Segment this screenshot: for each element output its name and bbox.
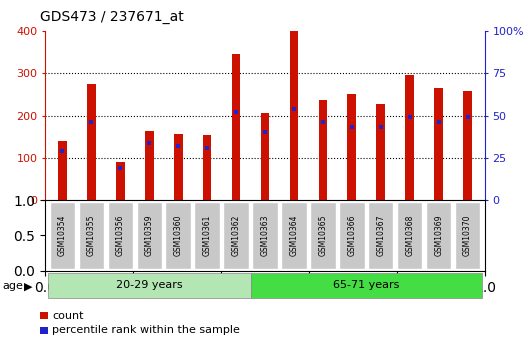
Text: GSM10366: GSM10366	[347, 215, 356, 256]
Text: GSM10365: GSM10365	[319, 215, 328, 256]
FancyBboxPatch shape	[50, 201, 75, 269]
FancyBboxPatch shape	[252, 201, 278, 269]
Text: GSM10368: GSM10368	[405, 215, 414, 256]
Text: GSM10369: GSM10369	[434, 215, 443, 256]
Text: GSM10362: GSM10362	[232, 215, 241, 256]
Bar	[463, 91, 472, 200]
Text: 65-71 years: 65-71 years	[333, 280, 400, 290]
Bar	[87, 84, 96, 200]
Text: GSM10359: GSM10359	[145, 215, 154, 256]
FancyBboxPatch shape	[78, 201, 104, 269]
FancyBboxPatch shape	[195, 201, 220, 269]
Text: GSM10363: GSM10363	[261, 215, 269, 256]
Bar	[319, 99, 327, 200]
Bar	[232, 54, 241, 200]
Bar	[289, 31, 298, 200]
Text: GSM10354: GSM10354	[58, 215, 67, 256]
FancyBboxPatch shape	[455, 201, 480, 269]
FancyBboxPatch shape	[281, 201, 307, 269]
FancyBboxPatch shape	[137, 201, 162, 269]
Text: GSM10370: GSM10370	[463, 215, 472, 256]
Text: GSM10367: GSM10367	[376, 215, 385, 256]
Text: 20-29 years: 20-29 years	[116, 280, 182, 290]
Text: GSM10355: GSM10355	[87, 215, 96, 256]
Text: GSM10360: GSM10360	[174, 215, 183, 256]
Text: ▶: ▶	[24, 282, 33, 292]
Bar	[376, 104, 385, 200]
Text: GSM10356: GSM10356	[116, 215, 125, 256]
Bar	[348, 95, 356, 200]
Bar	[203, 136, 211, 200]
Bar	[261, 114, 269, 200]
FancyBboxPatch shape	[368, 201, 393, 269]
FancyBboxPatch shape	[310, 201, 335, 269]
Bar	[48, 273, 251, 298]
Bar	[116, 162, 125, 200]
FancyBboxPatch shape	[397, 201, 422, 269]
FancyBboxPatch shape	[223, 201, 249, 269]
Text: GDS473 / 237671_at: GDS473 / 237671_at	[40, 10, 183, 24]
Text: count: count	[52, 311, 84, 321]
Text: percentile rank within the sample: percentile rank within the sample	[52, 325, 240, 335]
Bar	[145, 131, 154, 200]
Bar	[434, 88, 443, 200]
Bar	[251, 273, 482, 298]
FancyBboxPatch shape	[426, 201, 452, 269]
Text: age: age	[3, 281, 23, 290]
FancyBboxPatch shape	[108, 201, 133, 269]
Bar	[174, 134, 182, 200]
Bar	[58, 141, 67, 200]
Text: GSM10361: GSM10361	[202, 215, 211, 256]
FancyBboxPatch shape	[165, 201, 191, 269]
Text: GSM10364: GSM10364	[289, 215, 298, 256]
Bar	[405, 76, 414, 200]
FancyBboxPatch shape	[339, 201, 365, 269]
